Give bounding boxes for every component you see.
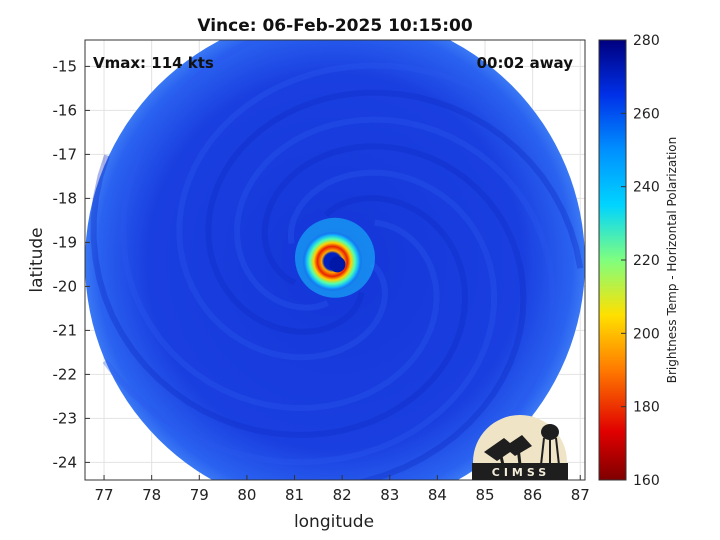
x-axis-label: longitude <box>294 512 374 532</box>
colorbar-tick-label: 180 <box>633 400 660 416</box>
colorbar-ticks: 280 260 240 220 200 180 160 <box>621 33 660 489</box>
colorbar-tick-label: 260 <box>633 106 660 122</box>
logo-dish-icon <box>484 435 532 466</box>
y-tick-label: -18 <box>53 189 78 207</box>
rainband <box>205 89 584 335</box>
x-axis-ticks: 77 78 79 80 81 82 83 84 85 86 87 <box>95 475 590 504</box>
x-tick-label: 82 <box>333 486 352 504</box>
y-tick-label: -19 <box>53 233 78 251</box>
x-tick-label: 81 <box>285 486 304 504</box>
rainband <box>261 143 527 480</box>
y-tick-label: -15 <box>53 57 78 75</box>
y-tick-label: -21 <box>53 321 78 339</box>
x-tick-label: 85 <box>475 486 494 504</box>
x-tick-label: 80 <box>237 486 256 504</box>
colorbar-tick-label: 160 <box>633 473 660 489</box>
logo-water-tower-icon <box>540 424 560 466</box>
rainband <box>176 62 491 361</box>
rainband-texture <box>90 40 584 480</box>
logo-banner <box>472 463 568 480</box>
y-tick-label: -23 <box>53 409 78 427</box>
colorbar: 280 260 240 220 200 180 160 Brightness Temp - … <box>598 33 679 489</box>
colorbar-label: Brightness Temp - Horizontal Polarizatio… <box>665 137 679 384</box>
chart-title: Vince: 06-Feb-2025 10:15:00 <box>197 16 472 36</box>
x-tick-label: 77 <box>95 486 114 504</box>
x-tick-label: 86 <box>523 486 542 504</box>
y-tick-label: -20 <box>53 277 78 295</box>
logo-text: CIMSS <box>492 466 550 479</box>
rainband <box>102 169 498 466</box>
x-tick-label: 84 <box>428 486 447 504</box>
x-tick-label: 83 <box>380 486 399 504</box>
x-tick-label: 78 <box>142 486 161 504</box>
y-tick-label: -16 <box>53 101 78 119</box>
colorbar-tick-label: 220 <box>633 253 660 269</box>
rainband <box>120 40 440 412</box>
x-tick-label: 79 <box>190 486 209 504</box>
swath-image <box>85 40 585 480</box>
time-away-annotation: 00:02 away <box>477 54 574 72</box>
axes-frame <box>84 39 586 481</box>
y-tick-label: -17 <box>53 145 78 163</box>
y-axis-label: latitude <box>27 227 47 292</box>
colorbar-tick-label: 200 <box>633 326 660 342</box>
storm-eye <box>329 256 346 273</box>
y-tick-label: -24 <box>53 453 78 471</box>
rainband <box>90 154 469 438</box>
x-tick-label: 87 <box>571 486 590 504</box>
cimss-logo: CIMSS <box>472 415 568 480</box>
vmax-annotation: Vmax: 114 kts <box>93 54 214 72</box>
y-tick-label: -22 <box>53 365 78 383</box>
colorbar-tick-label: 240 <box>633 180 660 196</box>
rainband <box>233 116 556 447</box>
colorbar-tick-label: 280 <box>633 33 660 49</box>
y-axis-ticks: -15 -16 -17 -18 -19 -20 -21 -22 -23 -24 <box>53 57 90 471</box>
